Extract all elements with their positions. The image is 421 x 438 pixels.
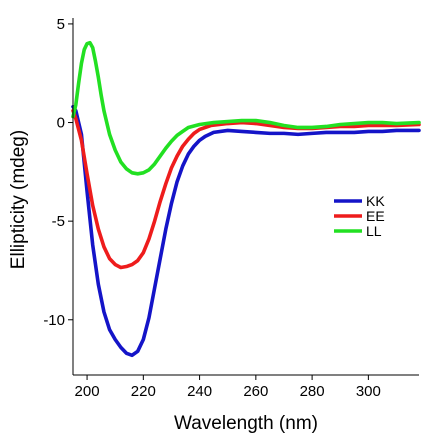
legend-label: LL xyxy=(366,223,382,239)
y-tick-label: -10 xyxy=(43,312,65,329)
y-tick-label: 5 xyxy=(57,16,65,33)
legend-item-ee: EE xyxy=(334,208,385,224)
x-tick-label: 280 xyxy=(300,383,325,400)
y-axis-title: Ellipticity (mdeg) xyxy=(8,130,29,269)
legend-label: EE xyxy=(366,208,385,224)
tick-labels: 200 220 240 260 280 300 5 0 -5 -10 xyxy=(43,16,381,400)
x-axis-title: Wavelength (nm) xyxy=(174,413,318,434)
series-line-ee xyxy=(71,108,421,270)
x-tick-label: 260 xyxy=(243,383,268,400)
series-line-kk xyxy=(71,104,421,358)
x-tick-label: 240 xyxy=(187,383,212,400)
x-tick-label: 220 xyxy=(131,383,156,400)
y-tick-label: -5 xyxy=(52,213,65,230)
y-tick-label: 0 xyxy=(57,115,65,132)
plot-area xyxy=(71,40,421,358)
x-tick-label: 200 xyxy=(75,383,100,400)
legend-item-kk: KK xyxy=(334,193,385,209)
legend-item-ll: LL xyxy=(334,223,382,239)
x-tick-label: 300 xyxy=(356,383,381,400)
series-line-ll xyxy=(71,40,421,176)
legend-label: KK xyxy=(366,193,385,209)
axes xyxy=(68,18,419,380)
